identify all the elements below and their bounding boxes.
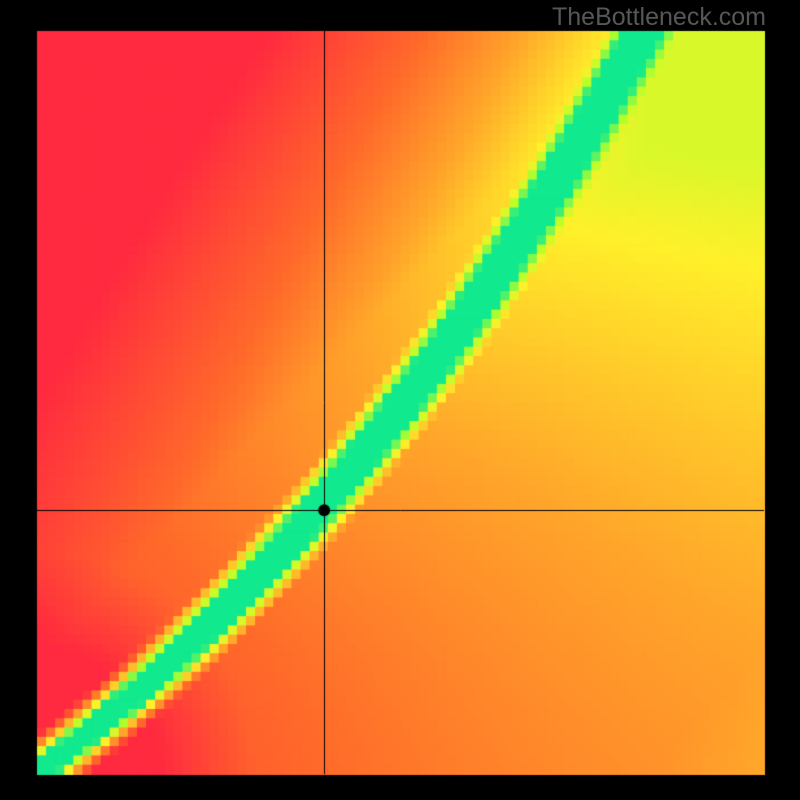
bottleneck-heatmap (0, 0, 800, 800)
